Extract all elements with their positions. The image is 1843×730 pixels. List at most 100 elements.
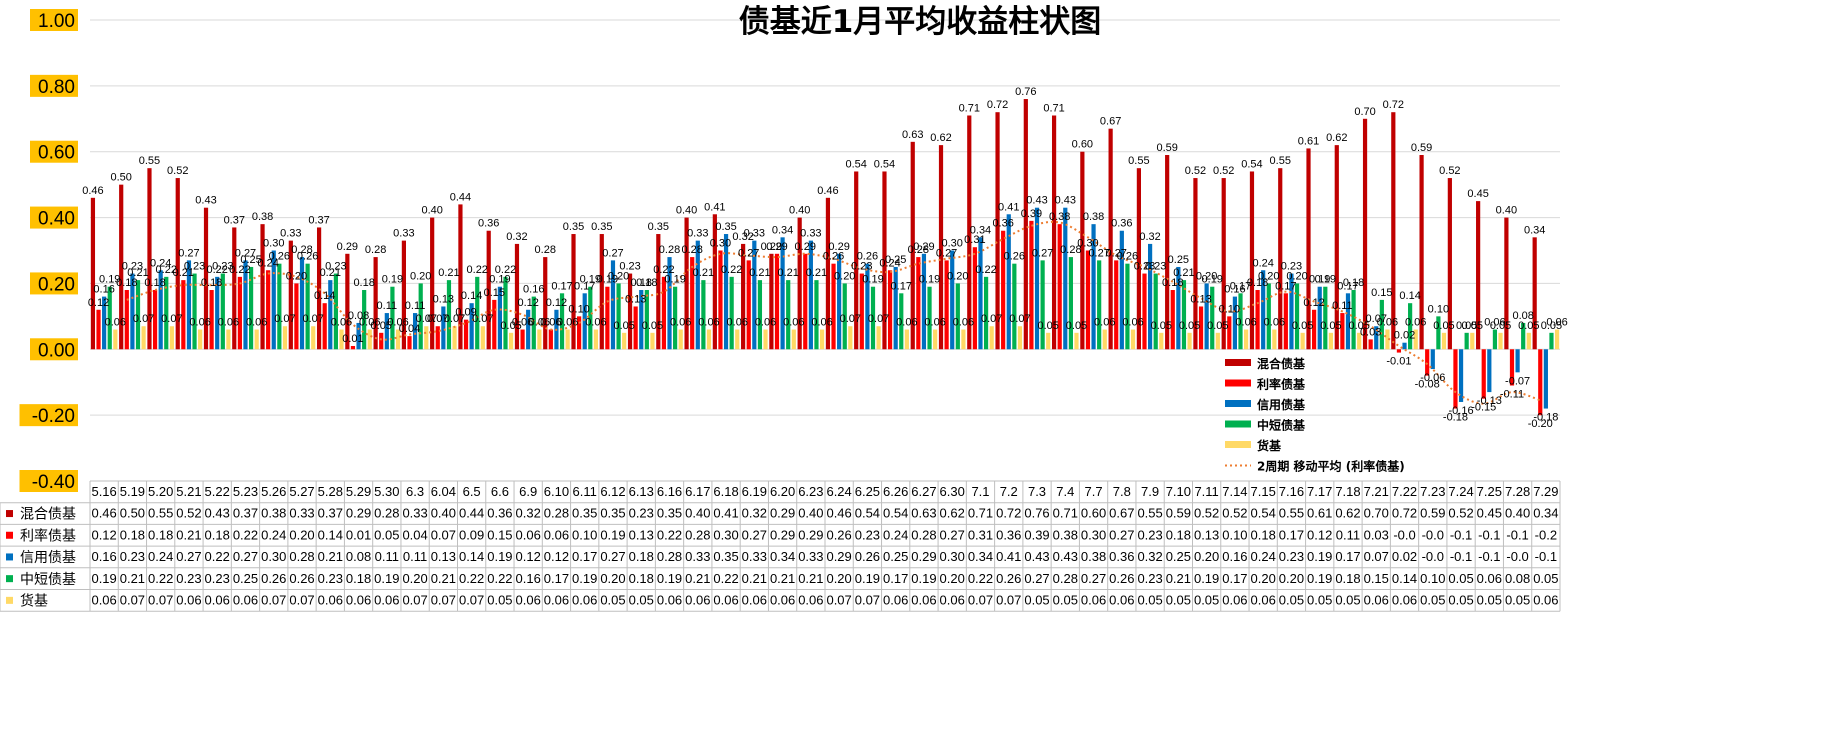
bar <box>859 273 864 350</box>
bar <box>322 303 327 350</box>
table-cell: 0.21 <box>770 571 795 586</box>
data-label: 0.05 <box>1462 320 1483 332</box>
table-cell: 0.07 <box>855 593 880 608</box>
bar <box>678 329 683 350</box>
category-label: 7.29 <box>1533 484 1558 499</box>
category-label: 6.13 <box>629 484 654 499</box>
data-label: 0.52 <box>167 165 188 177</box>
bar <box>950 250 955 350</box>
bar <box>1204 283 1209 350</box>
data-label: 0.06 <box>540 317 561 329</box>
table-cell: 0.55 <box>148 506 173 521</box>
data-label: 0.07 <box>133 313 154 325</box>
table-cell: 0.41 <box>713 506 738 521</box>
table-cell: 0.39 <box>1024 527 1049 542</box>
table-cell: 0.34 <box>770 549 795 564</box>
bar <box>537 329 542 350</box>
bar <box>1147 243 1153 350</box>
table-cell: 0.16 <box>91 549 116 564</box>
data-label: 0.17 <box>1275 280 1296 292</box>
data-label: 0.40 <box>421 205 442 217</box>
data-label: 0.20 <box>410 270 431 282</box>
bar <box>1351 290 1356 350</box>
table-cell: 0.30 <box>713 527 738 542</box>
table-cell: 0.27 <box>1081 571 1106 586</box>
table-cell: 0.55 <box>1137 506 1162 521</box>
data-label: 0.13 <box>625 293 646 305</box>
data-label: 0.20 <box>1286 270 1307 282</box>
table-cell: 0.40 <box>798 506 823 521</box>
data-label: 0.19 <box>382 274 403 286</box>
bar <box>639 290 644 350</box>
table-cell: 0.07 <box>459 593 484 608</box>
bar <box>706 329 712 350</box>
data-label: 0.23 <box>1145 261 1166 273</box>
bar <box>1198 306 1204 350</box>
bar <box>870 286 876 350</box>
data-label: 0.13 <box>1190 293 1211 305</box>
table-cell: 0.27 <box>742 527 767 542</box>
table-cell: 0.32 <box>742 506 767 521</box>
bar <box>282 326 288 350</box>
table-cell: 0.22 <box>205 549 230 564</box>
bar <box>1498 332 1503 350</box>
data-label: 0.05 <box>371 320 392 332</box>
table-cell: 0.33 <box>685 549 710 564</box>
data-label: 0.09 <box>455 307 476 319</box>
data-label: 0.11 <box>405 300 426 312</box>
table-cell: 0.17 <box>1222 571 1247 586</box>
data-label: 0.08 <box>348 310 369 322</box>
bar <box>1057 224 1062 350</box>
data-label: 0.06 <box>783 317 804 329</box>
bar <box>141 326 146 350</box>
table-cell: 0.08 <box>346 549 371 564</box>
data-label: 0.06 <box>727 317 748 329</box>
table-cell: 0.27 <box>233 549 258 564</box>
category-label: 5.19 <box>120 484 145 499</box>
legend-swatch <box>1225 359 1251 366</box>
data-label: 0.12 <box>1303 297 1324 309</box>
bar <box>983 276 989 350</box>
bar <box>1102 329 1107 350</box>
table-cell: 0.07 <box>402 593 427 608</box>
data-label: 0.26 <box>1117 251 1138 263</box>
bar <box>356 322 361 350</box>
table-cell: 0.28 <box>544 506 569 521</box>
category-label: 7.2 <box>1000 484 1018 499</box>
data-label: 0.22 <box>467 264 488 276</box>
table-cell: 0.10 <box>1222 527 1247 542</box>
data-label: 0.19 <box>862 274 883 286</box>
bar <box>96 309 101 350</box>
table-cell: 0.32 <box>1137 549 1162 564</box>
data-label: 0.29 <box>795 241 816 253</box>
bar <box>497 286 503 350</box>
table-cell: 0.06 <box>516 593 541 608</box>
data-label: 0.19 <box>99 274 120 286</box>
data-label: 0.07 <box>427 313 448 325</box>
bar <box>723 234 729 350</box>
table-cell: 0.05 <box>1420 593 1445 608</box>
table-cell: 0.35 <box>600 506 625 521</box>
data-label: 0.46 <box>817 185 838 197</box>
table-cell: 0.20 <box>940 571 965 586</box>
data-label: 0.19 <box>664 274 685 286</box>
row-label: 混合债基 <box>20 506 76 523</box>
category-label: 7.3 <box>1028 484 1046 499</box>
data-label: 0.33 <box>800 228 821 240</box>
table-cell: 0.63 <box>911 506 936 521</box>
table-cell: 0.36 <box>487 506 512 521</box>
table-cell: 0.06 <box>1392 593 1417 608</box>
data-label: 0.21 <box>127 267 148 279</box>
table-cell: 0.29 <box>826 549 851 564</box>
bar <box>978 237 983 350</box>
table-cell: 0.72 <box>1392 506 1417 521</box>
table-cell: 0.07 <box>826 593 851 608</box>
table-cell: 0.40 <box>1505 506 1530 521</box>
data-label: 0.26 <box>823 251 844 263</box>
data-label: 0.06 <box>1484 317 1505 329</box>
bar <box>916 257 921 350</box>
bar <box>1345 293 1351 350</box>
bar <box>1283 293 1288 350</box>
bar <box>1165 155 1170 350</box>
data-label: 0.06 <box>1546 317 1567 329</box>
